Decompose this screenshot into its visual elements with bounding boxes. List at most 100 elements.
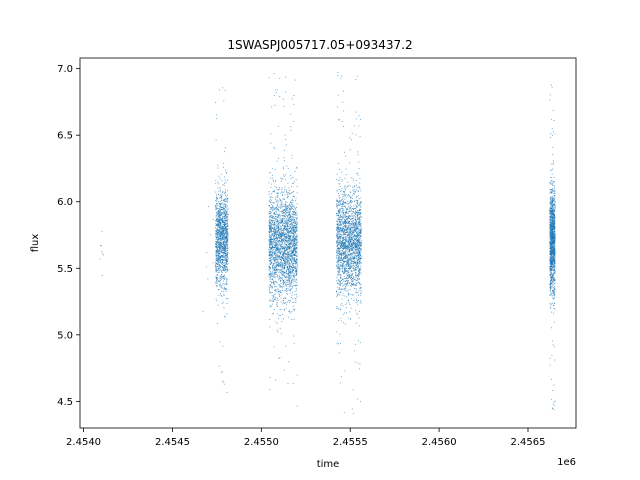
scatter-point xyxy=(346,270,348,272)
scatter-point xyxy=(225,207,227,209)
scatter-point xyxy=(360,245,362,247)
scatter-point xyxy=(354,343,356,345)
scatter-point xyxy=(287,236,289,238)
scatter-point xyxy=(355,250,357,252)
scatter-point xyxy=(288,263,290,264)
scatter-point xyxy=(290,272,292,273)
scatter-point xyxy=(289,268,291,270)
scatter-point xyxy=(289,251,291,253)
scatter-point xyxy=(271,313,273,315)
scatter-point xyxy=(222,224,224,226)
scatter-point xyxy=(294,262,296,264)
scatter-point xyxy=(227,194,229,196)
scatter-point xyxy=(352,211,354,212)
scatter-point xyxy=(337,266,339,268)
scatter-point xyxy=(284,179,286,181)
scatter-point xyxy=(271,106,273,108)
scatter-point xyxy=(223,232,225,234)
scatter-point xyxy=(285,213,287,215)
scatter-point xyxy=(357,215,359,217)
scatter-point xyxy=(290,235,292,237)
scatter-point xyxy=(277,251,279,253)
scatter-point xyxy=(296,285,298,287)
scatter-point xyxy=(276,207,278,209)
scatter-point xyxy=(287,274,289,276)
scatter-point xyxy=(337,308,339,309)
scatter-point xyxy=(280,199,281,201)
scatter-point xyxy=(268,220,270,222)
scatter-point xyxy=(285,246,287,248)
scatter-point xyxy=(218,257,220,259)
scatter-point xyxy=(293,230,295,232)
scatter-point xyxy=(340,276,342,278)
scatter-point xyxy=(206,251,208,253)
scatter-point xyxy=(274,238,276,240)
scatter-point xyxy=(280,225,282,227)
scatter-point xyxy=(220,262,222,264)
scatter-point xyxy=(285,297,287,299)
scatter-point xyxy=(224,244,226,246)
scatter-point xyxy=(219,214,221,216)
scatter-point xyxy=(277,241,279,243)
scatter-point xyxy=(225,262,226,264)
scatter-point xyxy=(215,182,217,184)
scatter-point xyxy=(354,268,356,270)
scatter-point xyxy=(358,209,360,211)
scatter-point xyxy=(291,217,293,219)
scatter-point xyxy=(291,297,293,299)
scatter-point xyxy=(289,248,290,250)
scatter-point xyxy=(223,185,225,187)
scatter-point xyxy=(276,230,278,232)
scatter-point xyxy=(293,232,295,234)
scatter-point xyxy=(221,249,223,251)
scatter-point xyxy=(289,278,291,279)
scatter-point xyxy=(219,260,221,262)
scatter-point xyxy=(268,206,270,208)
scatter-point xyxy=(355,262,357,263)
scatter-point xyxy=(283,280,285,282)
scatter-point xyxy=(222,259,224,260)
scatter-point xyxy=(272,233,273,234)
scatter-point xyxy=(220,222,222,224)
scatter-point xyxy=(358,244,360,246)
scatter-point xyxy=(221,214,223,215)
scatter-point xyxy=(226,246,228,248)
scatter-point xyxy=(215,246,217,248)
scatter-point xyxy=(348,246,350,248)
scatter-point xyxy=(352,248,354,250)
scatter-point xyxy=(290,251,292,253)
scatter-point xyxy=(272,234,274,236)
scatter-point xyxy=(280,240,281,242)
scatter-point xyxy=(282,231,284,233)
scatter-point xyxy=(292,239,294,241)
scatter-point xyxy=(281,240,283,242)
scatter-point xyxy=(219,236,221,238)
scatter-point xyxy=(293,224,295,226)
scatter-point xyxy=(357,200,359,202)
scatter-point xyxy=(293,239,295,241)
scatter-point xyxy=(291,233,293,235)
scatter-point xyxy=(218,211,220,213)
scatter-point xyxy=(296,223,298,225)
scatter-point xyxy=(218,236,220,237)
scatter-point xyxy=(219,224,221,226)
scatter-point xyxy=(276,248,278,250)
scatter-point xyxy=(273,220,274,221)
scatter-point xyxy=(287,253,289,255)
scatter-point xyxy=(222,284,223,286)
scatter-point xyxy=(272,278,274,280)
scatter-point xyxy=(287,224,289,226)
scatter-point xyxy=(224,147,226,149)
scatter-point xyxy=(283,240,285,242)
scatter-point xyxy=(275,264,277,266)
scatter-point xyxy=(215,233,217,235)
scatter-point xyxy=(338,254,340,256)
scatter-point xyxy=(219,244,221,246)
scatter-point xyxy=(289,238,291,240)
scatter-point xyxy=(219,211,221,212)
scatter-point xyxy=(347,209,349,211)
scatter-point xyxy=(273,258,274,260)
scatter-point xyxy=(296,226,298,228)
scatter-point xyxy=(216,194,218,196)
